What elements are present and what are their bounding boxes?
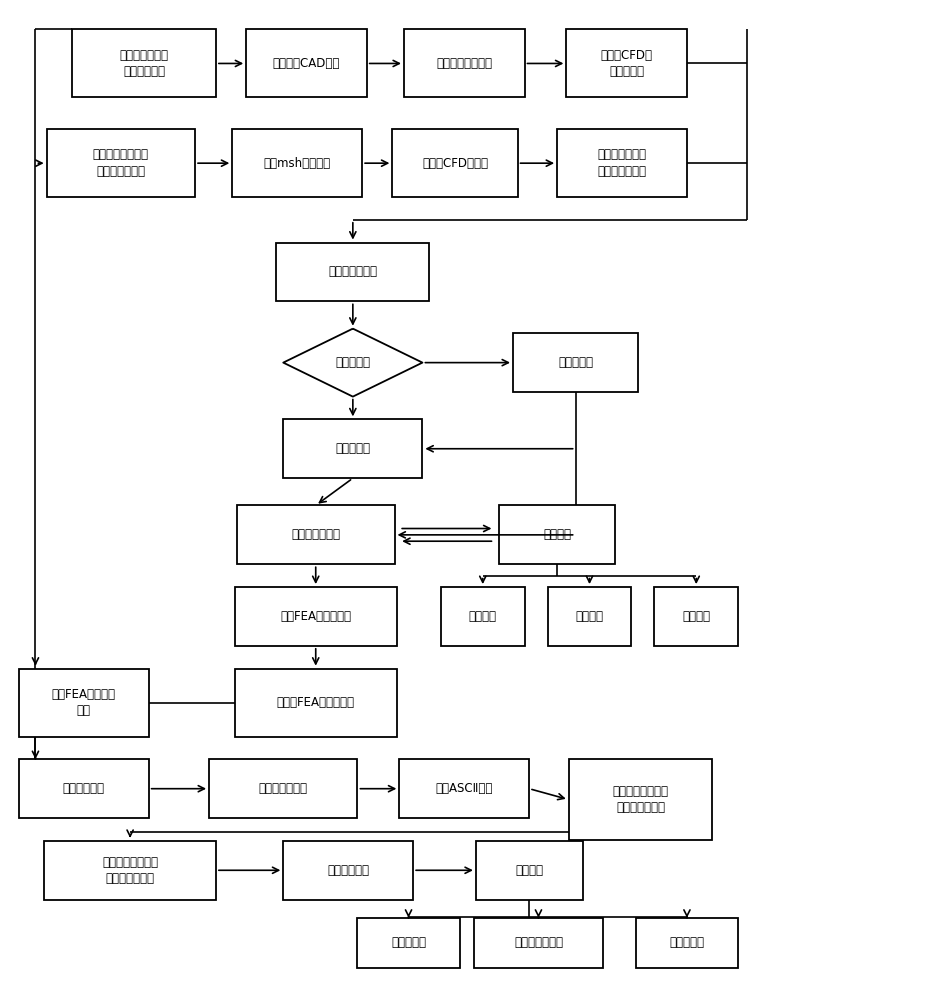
Bar bbox=[475, 841, 582, 900]
Text: 湍流求解器: 湍流求解器 bbox=[558, 356, 593, 369]
Text: 相位方向图: 相位方向图 bbox=[670, 936, 705, 949]
Text: 导出ASCⅡ文件: 导出ASCⅡ文件 bbox=[436, 782, 492, 795]
Bar bbox=[283, 841, 413, 900]
Text: 模型检查，设置
和确定相关参数: 模型检查，设置 和确定相关参数 bbox=[598, 148, 647, 178]
Bar bbox=[513, 333, 638, 392]
Text: 数据点差值处理，
形成主副反射面: 数据点差值处理， 形成主副反射面 bbox=[102, 856, 158, 885]
Bar bbox=[283, 419, 422, 478]
Text: 导入到FEA固体场软件: 导入到FEA固体场软件 bbox=[277, 696, 355, 709]
Bar bbox=[474, 918, 603, 968]
Text: 计算流体雷诺数: 计算流体雷诺数 bbox=[329, 265, 377, 278]
Text: 导入到CFD软件中: 导入到CFD软件中 bbox=[422, 157, 488, 170]
Text: 导出中间格式文件: 导出中间格式文件 bbox=[437, 57, 492, 70]
Bar bbox=[654, 587, 738, 646]
Bar bbox=[557, 129, 687, 197]
Text: 确定主反射面和副
反射面曲面边界: 确定主反射面和副 反射面曲面边界 bbox=[613, 785, 669, 814]
Bar bbox=[46, 129, 195, 197]
Text: 确定天线工作仰
角和来流方向: 确定天线工作仰 角和来流方向 bbox=[119, 49, 169, 78]
Bar bbox=[19, 759, 149, 818]
Bar bbox=[235, 669, 397, 737]
Text: 层流求解器: 层流求解器 bbox=[335, 442, 370, 455]
Text: 幅度方向图: 幅度方向图 bbox=[391, 936, 426, 949]
Bar bbox=[547, 587, 632, 646]
Text: 流体场计算结果: 流体场计算结果 bbox=[292, 528, 340, 541]
Text: 固体场计算结果: 固体场计算结果 bbox=[259, 782, 308, 795]
Bar bbox=[568, 759, 712, 840]
Text: 电磁计算: 电磁计算 bbox=[515, 864, 544, 877]
Bar bbox=[72, 29, 216, 97]
Text: 升力系数: 升力系数 bbox=[576, 610, 603, 623]
Bar bbox=[392, 129, 518, 197]
Text: 数据处理: 数据处理 bbox=[543, 528, 571, 541]
Bar bbox=[209, 759, 358, 818]
Bar bbox=[19, 669, 149, 737]
Text: 建立计算域，划分
网格及相关设置: 建立计算域，划分 网格及相关设置 bbox=[93, 148, 149, 178]
Text: 设定计算参数: 设定计算参数 bbox=[328, 864, 369, 877]
Text: 对应结构关联: 对应结构关联 bbox=[63, 782, 105, 795]
Text: 阻力系数: 阻力系数 bbox=[469, 610, 497, 623]
Bar bbox=[246, 29, 366, 97]
Bar bbox=[499, 505, 615, 564]
Text: 建立FEA相关结构
模型: 建立FEA相关结构 模型 bbox=[52, 688, 116, 717]
Bar bbox=[635, 918, 738, 968]
Bar bbox=[45, 841, 216, 900]
Text: 判断求解器: 判断求解器 bbox=[335, 356, 370, 369]
Bar bbox=[566, 29, 687, 97]
Bar bbox=[235, 587, 397, 646]
Bar bbox=[441, 587, 525, 646]
Bar bbox=[403, 29, 525, 97]
Text: 力矩系数: 力矩系数 bbox=[682, 610, 710, 623]
Bar bbox=[358, 918, 459, 968]
Text: 导出msh格式文件: 导出msh格式文件 bbox=[263, 157, 331, 170]
Text: 导入到CFD前
处理软件中: 导入到CFD前 处理软件中 bbox=[600, 49, 652, 78]
Text: 建立三维CAD模型: 建立三维CAD模型 bbox=[273, 57, 340, 70]
Bar bbox=[277, 243, 429, 301]
Bar bbox=[232, 129, 362, 197]
Text: 导出FEA固体场文件: 导出FEA固体场文件 bbox=[280, 610, 351, 623]
Bar bbox=[237, 505, 395, 564]
Text: 交叉极化方向图: 交叉极化方向图 bbox=[514, 936, 563, 949]
Bar bbox=[400, 759, 529, 818]
